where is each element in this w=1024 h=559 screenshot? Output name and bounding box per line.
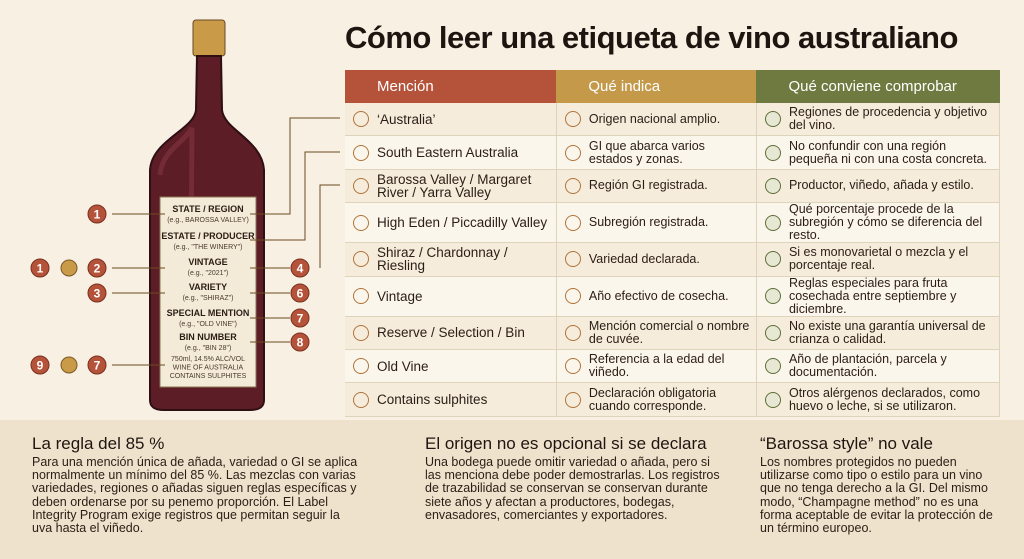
meaning-cell: Declaración obligatoria cuando correspon… <box>556 382 757 417</box>
marker-number: 1 <box>94 208 101 222</box>
marker-number: 9 <box>37 359 44 373</box>
note-body: Los nombres protegidos no pueden utiliza… <box>760 455 993 536</box>
label-heading: VINTAGE <box>188 257 227 267</box>
table-row: Shiraz / Chardonnay / Riesling Variedad d… <box>345 242 1001 277</box>
marker-circle <box>290 308 310 328</box>
label-heading: VARIETY <box>189 282 227 292</box>
meaning-cell: Región GI registrada. <box>556 169 757 204</box>
marker-circle <box>87 283 107 303</box>
label-example: (e.g., BAROSSA VALLEY) <box>167 217 249 224</box>
note-block: La regla del 85 % Para una mención única … <box>32 434 362 535</box>
notes-panel: La regla del 85 % Para una mención única … <box>0 420 1024 559</box>
table-row: Barossa Valley / Margaret River / Yarra … <box>345 169 1001 204</box>
marker-circle <box>87 355 107 375</box>
marker-circle <box>290 332 310 352</box>
check-cell: Reglas especiales para fruta cosechada e… <box>756 276 1001 317</box>
column-header: Mención <box>345 70 557 103</box>
marker-number: 7 <box>297 312 304 326</box>
marker-circle <box>290 283 310 303</box>
check-cell: Qué porcentaje procede de la subregión y… <box>756 202 1001 244</box>
marker-number: 1 <box>37 262 44 276</box>
label-example: (e.g., "THE WINERY") <box>173 244 242 251</box>
note-title: La regla del 85 % <box>32 434 165 453</box>
table-row: Vintage Año efectivo de cosecha. Reglas es… <box>345 276 1001 317</box>
label-heading: STATE / REGION <box>172 204 243 214</box>
check-cell: No confundir con una región pequeña ni c… <box>756 135 1001 170</box>
mention-cell: Old Vine <box>345 349 557 384</box>
marker-number: 7 <box>94 359 101 373</box>
note-title: “Barossa style” no vale <box>760 434 933 453</box>
title: Cómo leer una etiqueta de vino australia… <box>345 20 958 55</box>
mention-cell: Vintage <box>345 276 557 317</box>
table-row: High Eden / Piccadilly Valley Subregión r… <box>345 202 1001 244</box>
marker-number: 3 <box>94 287 101 301</box>
table-row: Contains sulphites Declaración obligatori… <box>345 382 1001 417</box>
marker-icon <box>60 356 78 374</box>
table-row: Reserve / Selection / Bin Mención comerci… <box>345 316 1001 350</box>
meaning-cell: Subregión registrada. <box>556 202 757 244</box>
table-row: South Eastern Australia GI que abarca var… <box>345 135 1001 170</box>
check-cell: No existe una garantía universal de cria… <box>756 316 1001 350</box>
marker-circle <box>30 355 50 375</box>
table-row: Old Vine Referencia a la edad del viñedo.… <box>345 349 1001 384</box>
label-footer: CONTAINS SULPHITES <box>170 373 247 380</box>
mention-cell: Barossa Valley / Margaret River / Yarra … <box>345 169 557 204</box>
label-example: (e.g., "OLD VINE") <box>179 321 237 328</box>
meaning-cell: Origen nacional amplio. <box>556 103 757 137</box>
label-heading: ESTATE / PRODUCER <box>161 231 255 241</box>
column-header: Qué indica <box>556 70 757 103</box>
marker-number: 4 <box>297 262 304 276</box>
mention-cell: South Eastern Australia <box>345 135 557 170</box>
column-header: Qué conviene comprobar <box>756 70 1000 103</box>
note-block: El origen no es opcional si se declara Un… <box>425 434 725 522</box>
marker-icon <box>60 259 78 277</box>
note-body: Para una mención única de añada, varieda… <box>32 455 358 536</box>
check-cell: Otros alérgenos declarados, como huevo o… <box>756 382 1001 417</box>
meaning-cell: Referencia a la edad del viñedo. <box>556 349 757 384</box>
check-cell: Regiones de procedencia y objetivo del v… <box>756 103 1001 137</box>
note-title: El origen no es opcional si se declara <box>425 434 707 453</box>
mention-cell: Shiraz / Chardonnay / Riesling <box>345 242 557 277</box>
meaning-cell: Variedad declarada. <box>556 242 757 277</box>
label-footer: 750ml, 14.5% ALC/VOL <box>171 356 245 363</box>
marker-number: 6 <box>297 287 304 301</box>
marker-circle <box>87 258 107 278</box>
note-block: “Barossa style” no vale Los nombres prote… <box>760 434 1000 535</box>
label-example: (e.g., "SHIRAZ") <box>183 295 234 302</box>
marker-number: 2 <box>94 262 101 276</box>
label-table: Mención Qué indica Qué conviene comprobar ‘… <box>345 70 1001 417</box>
marker-circle <box>87 204 107 224</box>
label-heading: BIN NUMBER <box>179 332 237 342</box>
marker-circle <box>30 258 50 278</box>
note-body: Una bodega puede omitir variedad o añada… <box>425 455 720 522</box>
bottle-illustration: STATE / REGION (e.g., BAROSSA VALLEY) ESTA… <box>30 19 340 411</box>
meaning-cell: Mención comercial o nombre de cuvée. <box>556 316 757 350</box>
label-footer: WINE OF AUSTRALIA <box>173 365 244 372</box>
label-example: (e.g., "2021") <box>188 270 229 277</box>
label-example: (e.g., "BIN 28") <box>185 345 232 352</box>
meaning-cell: Año efectivo de cosecha. <box>556 276 757 317</box>
check-cell: Productor, viñedo, añada y estilo. <box>756 169 1001 204</box>
marker-number: 8 <box>297 336 304 350</box>
mention-cell: ‘Australia’ <box>345 103 557 137</box>
table-row: ‘Australia’ Origen nacional amplio. Region… <box>345 103 1001 137</box>
label-heading: SPECIAL MENTION <box>167 308 250 318</box>
meaning-cell: GI que abarca varios estados y zonas. <box>556 135 757 170</box>
marker-circle <box>290 258 310 278</box>
check-cell: Año de plantación, parcela y documentaci… <box>756 349 1001 384</box>
check-cell: Si es monovarietal o mezcla y el porcent… <box>756 242 1001 277</box>
mention-cell: High Eden / Piccadilly Valley <box>345 202 557 244</box>
mention-cell: Reserve / Selection / Bin <box>345 316 557 350</box>
mention-cell: Contains sulphites <box>345 382 557 417</box>
